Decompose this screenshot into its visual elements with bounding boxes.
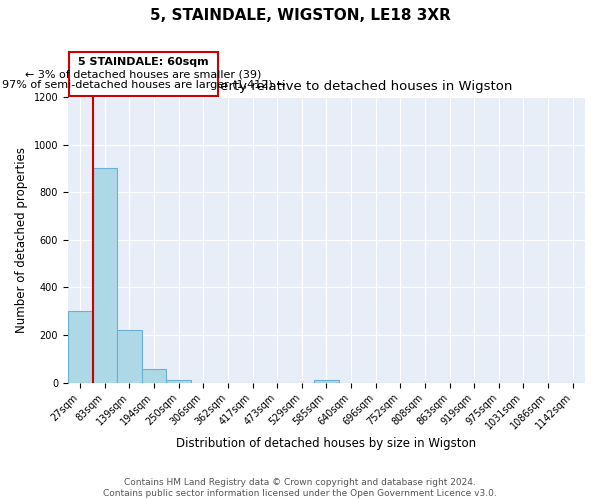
X-axis label: Distribution of detached houses by size in Wigston: Distribution of detached houses by size … [176, 437, 476, 450]
Bar [142, 370, 166, 382]
FancyBboxPatch shape [69, 52, 218, 96]
Text: 5, STAINDALE, WIGSTON, LE18 3XR: 5, STAINDALE, WIGSTON, LE18 3XR [149, 8, 451, 22]
Title: Size of property relative to detached houses in Wigston: Size of property relative to detached ho… [141, 80, 512, 93]
Text: ← 3% of detached houses are smaller (39): ← 3% of detached houses are smaller (39) [25, 70, 262, 80]
Text: Contains HM Land Registry data © Crown copyright and database right 2024.
Contai: Contains HM Land Registry data © Crown c… [103, 478, 497, 498]
Bar [314, 380, 339, 382]
Bar [166, 380, 191, 382]
Text: 5 STAINDALE: 60sqm: 5 STAINDALE: 60sqm [79, 58, 209, 68]
Bar [92, 168, 117, 382]
Y-axis label: Number of detached properties: Number of detached properties [15, 147, 28, 333]
Bar [117, 330, 142, 382]
Text: 97% of semi-detached houses are larger (1,412) →: 97% of semi-detached houses are larger (… [2, 80, 286, 90]
Bar [68, 311, 92, 382]
